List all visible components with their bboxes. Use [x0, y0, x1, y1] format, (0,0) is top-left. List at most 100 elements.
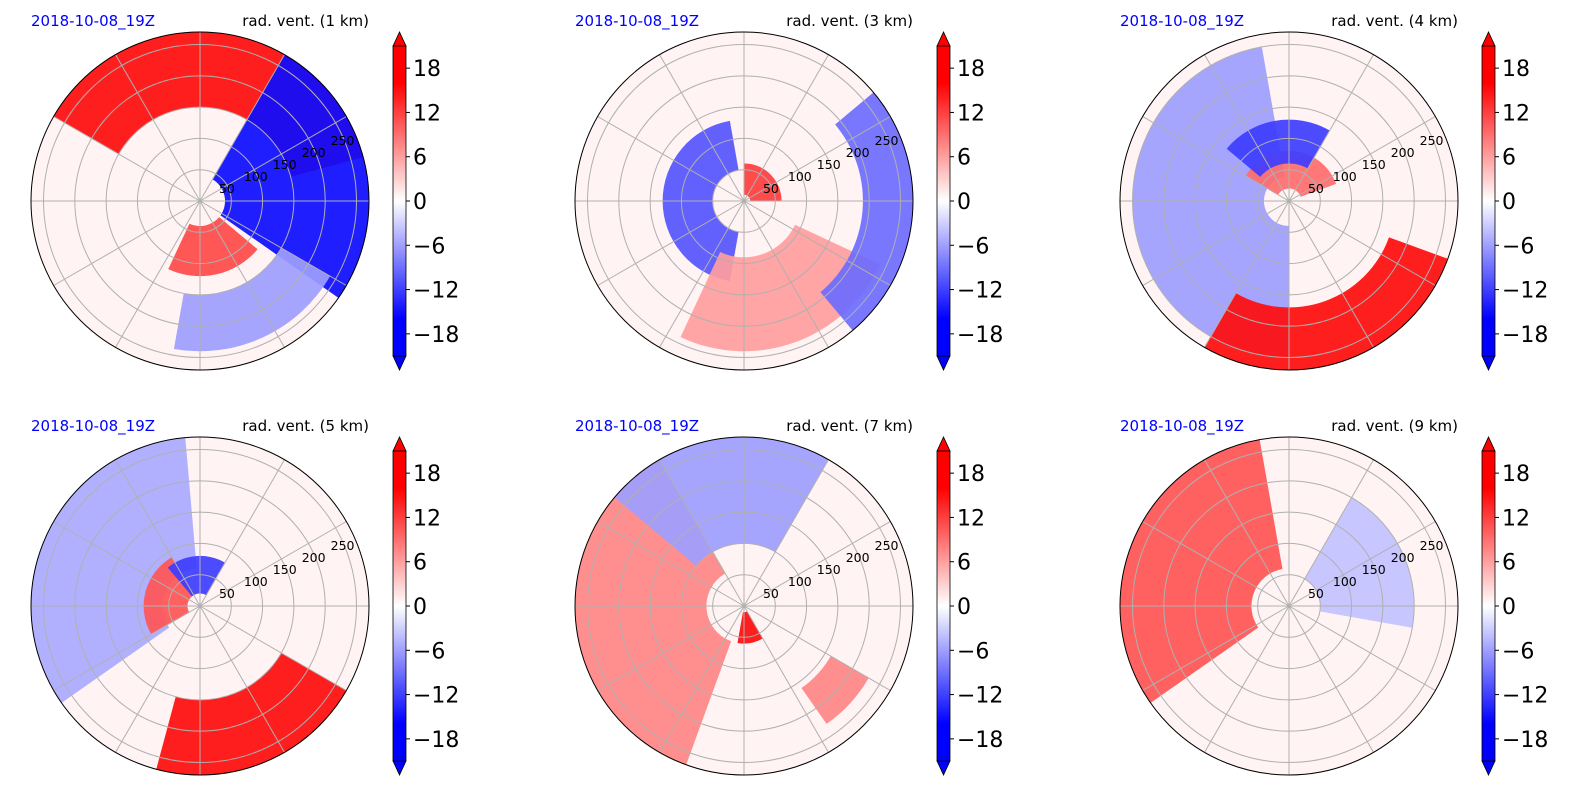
panel-4: 50 100 150 200 250 2018-10-08_19Z rad. vent. (…	[30, 417, 459, 776]
panel-title: rad. vent. (4 km)	[1331, 12, 1458, 30]
ring-label: 100	[788, 574, 812, 589]
azimuth-spoke	[199, 200, 347, 286]
polar-boundary	[30, 31, 370, 371]
azimuth-spoke	[659, 459, 745, 607]
azimuth-spoke	[115, 54, 201, 202]
colorbar-tick-label: −18	[957, 323, 1003, 348]
azimuth-spoke	[53, 116, 201, 202]
colorbar-extend-min	[392, 760, 407, 776]
panel-5: 50 100 150 200 250 2018-10-08_19Z rad. vent. (…	[574, 417, 1003, 776]
velocity-field	[1132, 46, 1448, 370]
azimuth-spoke	[1142, 605, 1290, 691]
azimuth-spoke	[1142, 200, 1290, 286]
ring-label: 50	[219, 586, 235, 601]
azimuth-spoke	[743, 521, 891, 607]
azimuth-spoke	[199, 521, 347, 607]
ring-label: 50	[763, 586, 779, 601]
colorbar-tick-label: 12	[957, 101, 985, 126]
azimuth-spoke	[743, 54, 829, 202]
azimuth-spoke	[1204, 54, 1290, 202]
azimuth-spoke	[1288, 200, 1374, 348]
panel-date: 2018-10-08_19Z	[575, 12, 699, 31]
azimuth-spoke	[743, 116, 891, 202]
colorbar-tick-label: −18	[1502, 323, 1548, 348]
ring-label: 250	[1420, 133, 1444, 148]
panel-date: 2018-10-08_19Z	[31, 417, 155, 436]
colorbar-tick-label: −18	[413, 728, 459, 753]
colorbar-tick-label: 0	[413, 190, 427, 215]
colorbar-tick-label: 0	[957, 595, 971, 620]
colorbar-tick-label: −6	[957, 639, 989, 664]
azimuth-spoke	[743, 605, 829, 753]
panel-title: rad. vent. (3 km)	[786, 12, 913, 30]
azimuth-spoke	[1288, 459, 1374, 607]
velocity-region-positive-2	[744, 163, 782, 201]
ring-label: 150	[273, 562, 297, 577]
ring-label: 100	[1333, 169, 1357, 184]
azimuth-spoke	[597, 605, 745, 691]
colorbar-tick-label: 0	[957, 190, 971, 215]
panel-title: rad. vent. (7 km)	[786, 417, 913, 435]
colorbar-tick-label: −12	[1502, 684, 1548, 709]
velocity-region-positive-1	[1120, 439, 1283, 703]
colorbar: 18 12 6 0 −6 −12 −18	[1481, 31, 1548, 371]
colorbar-tick-label: −12	[413, 279, 459, 304]
panel-date: 2018-10-08_19Z	[575, 417, 699, 436]
ring-label: 150	[1362, 562, 1386, 577]
colorbar-tick-label: 0	[413, 595, 427, 620]
colorbar-tick-label: 0	[1502, 595, 1516, 620]
azimuth-spoke	[115, 200, 201, 348]
ring-label: 250	[331, 538, 355, 553]
azimuth-spoke	[199, 116, 347, 202]
colorbar-tick-label: 6	[1502, 146, 1516, 171]
azimuth-spoke	[199, 200, 285, 348]
ring-label: 200	[302, 145, 326, 160]
colorbar-tick-label: −6	[1502, 639, 1534, 664]
colorbar-tick-label: 6	[413, 146, 427, 171]
colorbar-extend-min	[936, 355, 951, 371]
azimuth-spoke	[199, 605, 285, 753]
azimuth-spoke	[1288, 521, 1436, 607]
panel-title: rad. vent. (9 km)	[1331, 417, 1458, 435]
ring-label: 150	[817, 157, 841, 172]
azimuth-spoke	[597, 200, 745, 286]
azimuth-spoke	[743, 605, 891, 691]
colorbar-extend-max	[392, 31, 407, 47]
ring-label: 50	[1308, 181, 1324, 196]
azimuth-spoke	[659, 54, 745, 202]
colorbar-extend-min	[1481, 760, 1496, 776]
panel-date: 2018-10-08_19Z	[31, 12, 155, 31]
polar-boundary	[1119, 436, 1459, 776]
polar-boundary	[1119, 31, 1459, 371]
ring-label: 100	[244, 169, 268, 184]
colorbar-tick-label: 18	[413, 462, 441, 487]
azimuth-spoke	[743, 200, 891, 286]
velocity-region-negative-2	[31, 437, 197, 703]
colorbar-tick-label: −18	[957, 728, 1003, 753]
ring-label: 250	[1420, 538, 1444, 553]
panel-6: 50 100 150 200 250 2018-10-08_19Z rad. vent. (…	[1119, 417, 1548, 776]
ring-label: 200	[302, 550, 326, 565]
polar-boundary	[30, 436, 370, 776]
colorbar-extend-min	[1481, 355, 1496, 371]
colorbar-body	[936, 450, 951, 762]
colorbar-tick-label: −12	[413, 684, 459, 709]
colorbar-tick-label: 18	[957, 462, 985, 487]
ring-label: 200	[1391, 550, 1415, 565]
colorbar-tick-label: 18	[413, 57, 441, 82]
colorbar-body	[1481, 450, 1496, 762]
colorbar-tick-label: 6	[1502, 551, 1516, 576]
velocity-region-negative-1	[1132, 46, 1289, 358]
colorbar-extend-min	[392, 355, 407, 371]
azimuth-spoke	[1204, 200, 1290, 348]
azimuth-spoke	[199, 605, 347, 691]
azimuth-spoke	[53, 605, 201, 691]
velocity-region-negative-2	[1304, 497, 1415, 628]
panel-date: 2018-10-08_19Z	[1120, 417, 1244, 436]
panel-2: 50 100 150 200 250 2018-10-08_19Z rad. vent. (…	[574, 12, 1003, 371]
colorbar-tick-label: −18	[1502, 728, 1548, 753]
azimuth-spoke	[1204, 459, 1290, 607]
panel-date: 2018-10-08_19Z	[1120, 12, 1244, 31]
ring-label: 250	[331, 133, 355, 148]
panel-title: rad. vent. (5 km)	[242, 417, 369, 435]
